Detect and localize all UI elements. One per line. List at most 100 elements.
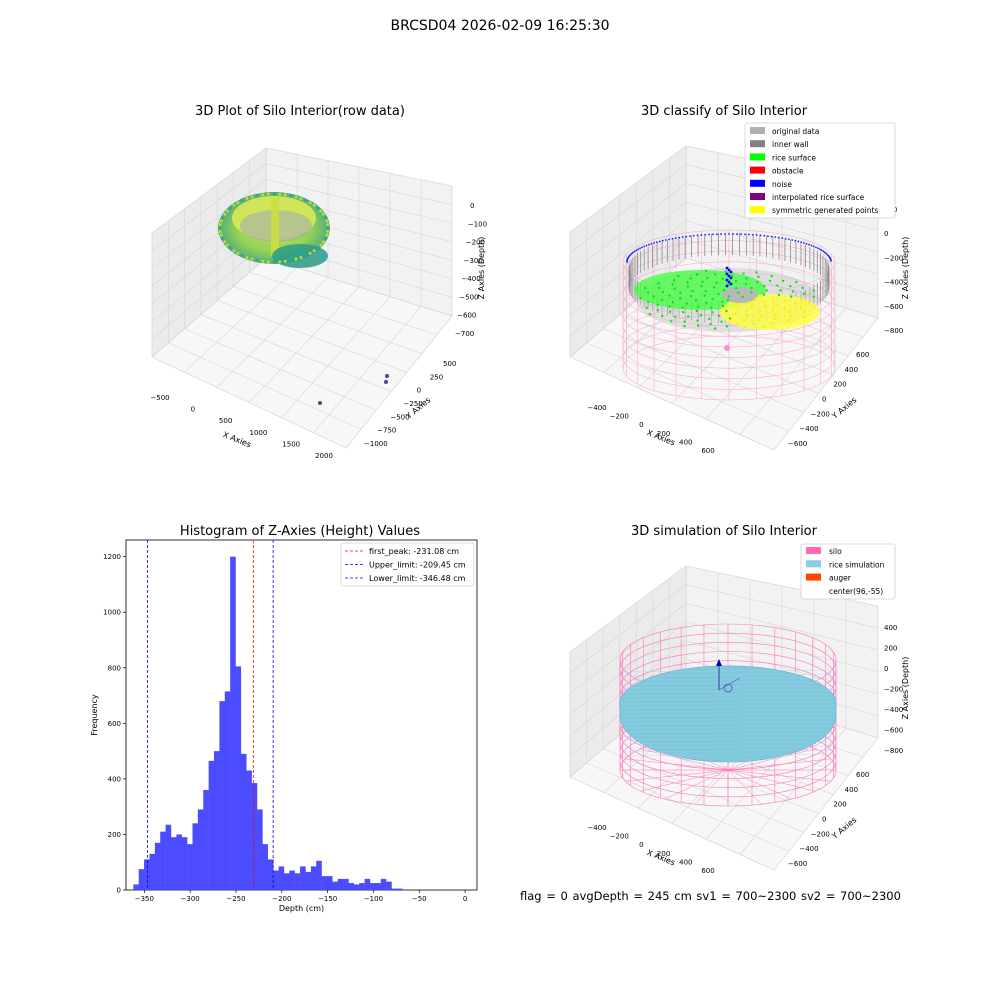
raw-point xyxy=(326,226,330,230)
grid-line xyxy=(586,762,789,852)
rice-surface-point xyxy=(711,297,714,301)
raw-point xyxy=(326,222,330,226)
silo-wire-radial xyxy=(727,748,816,771)
raw-point xyxy=(223,240,227,244)
noise-point xyxy=(815,246,817,249)
histogram-bar xyxy=(289,870,295,890)
y-tick-label: −400 xyxy=(799,845,818,853)
raw-point xyxy=(219,233,223,237)
histogram-bar xyxy=(316,860,322,890)
legend-swatch xyxy=(750,206,765,214)
rice-simulation-mesh xyxy=(623,729,833,733)
rice-surface-point xyxy=(661,290,665,294)
rice-surface-point xyxy=(750,286,753,290)
y-tick-label: 200 xyxy=(833,381,846,389)
legend-label: silo xyxy=(829,547,842,556)
noise-point xyxy=(729,276,733,280)
histogram-bar xyxy=(176,834,182,890)
rice-surface-point xyxy=(787,319,790,322)
rice-surface-point xyxy=(681,310,685,314)
rice-surface-point xyxy=(677,274,680,278)
plot4-title: 3D simulation of Silo Interior xyxy=(631,524,817,539)
histogram-bar xyxy=(133,884,139,890)
x-tick-label: 400 xyxy=(679,438,692,446)
histogram-bar xyxy=(370,883,376,890)
grid-line xyxy=(200,314,392,392)
rice-simulation-mesh xyxy=(623,701,833,705)
rice-surface-point xyxy=(686,285,690,288)
rice-surface-point xyxy=(656,303,660,307)
rice-surface-point xyxy=(715,281,718,284)
auger-tip xyxy=(716,659,722,666)
rice-simulation-mesh xyxy=(623,713,833,717)
rice-surface-point xyxy=(718,314,721,317)
x-tick-label: 400 xyxy=(679,858,692,866)
rice-simulation-mesh xyxy=(623,725,833,729)
histogram-bar xyxy=(149,853,156,890)
histogram-bar xyxy=(203,790,209,890)
grid-line xyxy=(569,584,687,674)
rice-surface-point xyxy=(721,304,725,308)
histogram-bar xyxy=(214,751,220,890)
rice-surface-point xyxy=(672,279,676,282)
noise-point xyxy=(692,234,695,237)
rice-simulation-mesh xyxy=(623,689,833,693)
rice-surface-point xyxy=(696,324,700,327)
histogram-bar xyxy=(294,873,301,890)
legend-swatch xyxy=(750,179,765,187)
histogram-bar xyxy=(267,859,274,890)
x-tick-label: 0 xyxy=(639,421,643,429)
raw-point-cloud-lower-rim xyxy=(272,244,328,268)
noise-point xyxy=(732,233,734,235)
raw-point xyxy=(218,222,222,226)
histogram-bar xyxy=(386,881,392,890)
noise-point xyxy=(759,234,762,237)
rice-surface-point xyxy=(734,302,738,305)
legend-label: noise xyxy=(772,180,792,189)
x-tick-label: −100 xyxy=(364,895,383,903)
rice-surface-point xyxy=(775,303,778,306)
noise-point xyxy=(784,237,787,240)
plot3-histogram: −350 −300 −250 −200 −150 −100 −50 0 0 200 400 600 80… xyxy=(90,539,478,913)
raw-point xyxy=(323,215,327,219)
noise-point xyxy=(685,235,688,238)
z-tick-label: −200 xyxy=(884,254,903,262)
rice-surface-point xyxy=(686,281,689,284)
rice-simulation-mesh xyxy=(623,677,833,681)
grid-line xyxy=(569,776,775,871)
rice-surface-point xyxy=(788,310,791,314)
rice-surface-point xyxy=(752,322,755,326)
y-tick-label: 600 xyxy=(108,720,121,728)
z-tick-label: −300 xyxy=(464,257,483,265)
noise-point xyxy=(671,237,674,240)
rice-surface-point xyxy=(771,309,775,312)
raw-point xyxy=(326,230,330,234)
rice-surface-point xyxy=(661,314,664,318)
rice-surface-point xyxy=(683,320,686,323)
legend-label: obstacle xyxy=(772,167,804,176)
raw-point xyxy=(218,226,222,230)
rice-surface-point xyxy=(687,315,690,318)
rice-surface-point xyxy=(770,321,773,325)
noise-point xyxy=(658,240,661,243)
noise-point xyxy=(727,280,731,284)
rice-surface-point xyxy=(744,283,748,286)
x-tick-label: −150 xyxy=(318,895,337,903)
y-tick-label: 1000 xyxy=(103,609,121,617)
y-tick-label: −600 xyxy=(788,440,807,448)
rice-surface-point xyxy=(743,326,747,329)
legend-label: inner wall xyxy=(772,140,809,149)
grid-line xyxy=(184,328,377,411)
rice-surface-point xyxy=(781,279,785,283)
x-tick-label: 0 xyxy=(191,406,195,414)
rice-surface-point xyxy=(700,285,703,288)
grid-line xyxy=(151,147,267,234)
x-tick-label: 0 xyxy=(463,895,467,903)
raw-point xyxy=(283,193,287,197)
rice-surface-point xyxy=(727,295,731,298)
rice-surface-point xyxy=(673,287,676,290)
grid-line xyxy=(773,317,879,451)
y-tick-label: 400 xyxy=(845,786,858,794)
y-tick-label: 0 xyxy=(822,396,826,404)
grid-line xyxy=(233,286,422,354)
